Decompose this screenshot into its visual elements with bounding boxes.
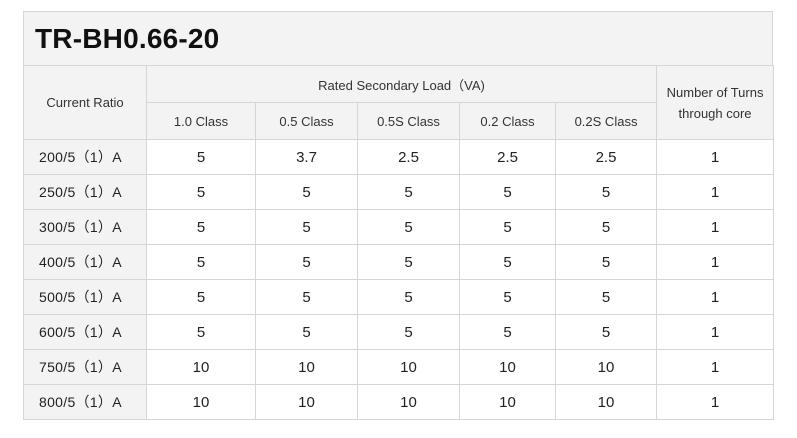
turns-cell: 1	[656, 279, 775, 315]
table-title: TR-BH0.66-20	[35, 22, 220, 54]
value-cell: 2.5	[554, 139, 658, 175]
table-body: 200/5（1）A 5 3.7 2.5 2.5 2.5 1 250/5（1）A …	[23, 139, 775, 420]
value-cell: 10	[554, 349, 658, 385]
value-cell: 5	[255, 279, 358, 315]
value-cell: 5	[459, 279, 556, 315]
value-cell: 10	[255, 384, 358, 420]
header-class: 1.0 Class	[146, 102, 256, 140]
header-class: 0.2S Class	[554, 102, 658, 140]
table-row: 500/5（1）A 5 5 5 5 5 1	[23, 279, 775, 315]
value-cell: 10	[255, 349, 358, 385]
value-cell: 5	[255, 244, 358, 280]
table-row: 800/5（1）A 10 10 10 10 10 1	[23, 384, 775, 420]
value-cell: 5	[146, 209, 256, 245]
value-cell: 5	[459, 314, 556, 350]
ratio-cell: 250/5（1）A	[23, 174, 147, 210]
value-cell: 10	[554, 384, 658, 420]
header-class: 0.5 Class	[255, 102, 358, 140]
value-cell: 2.5	[459, 139, 556, 175]
ratio-cell: 600/5（1）A	[23, 314, 147, 350]
value-cell: 10	[357, 349, 460, 385]
turns-cell: 1	[656, 314, 775, 350]
table-row: 300/5（1）A 5 5 5 5 5 1	[23, 209, 775, 245]
ratio-cell: 750/5（1）A	[23, 349, 147, 385]
table-row: 400/5（1）A 5 5 5 5 5 1	[23, 244, 775, 280]
value-cell: 5	[554, 174, 658, 210]
ratio-cell: 800/5（1）A	[23, 384, 147, 420]
value-cell: 5	[554, 244, 658, 280]
value-cell: 5	[146, 279, 256, 315]
spec-table-container: TR-BH0.66-20 Current Ratio Rated Seconda…	[23, 11, 775, 420]
header-turns: Number of Turns through core	[656, 65, 775, 140]
value-cell: 5	[146, 314, 256, 350]
header-rated-load: Rated Secondary Load（VA)	[145, 65, 658, 103]
value-cell: 5	[255, 174, 358, 210]
value-cell: 5	[357, 314, 460, 350]
table-row: 200/5（1）A 5 3.7 2.5 2.5 2.5 1	[23, 139, 775, 175]
value-cell: 10	[357, 384, 460, 420]
value-cell: 10	[146, 384, 256, 420]
value-cell: 5	[459, 174, 556, 210]
header-current-ratio: Current Ratio	[23, 65, 147, 140]
turns-cell: 1	[656, 209, 775, 245]
value-cell: 5	[146, 244, 256, 280]
value-cell: 5	[357, 209, 460, 245]
table-header: Current Ratio Rated Secondary Load（VA) N…	[23, 65, 775, 140]
value-cell: 5	[255, 314, 358, 350]
turns-cell: 1	[656, 384, 775, 420]
ratio-cell: 300/5（1）A	[23, 209, 147, 245]
turns-cell: 1	[656, 349, 775, 385]
turns-cell: 1	[656, 244, 775, 280]
ratio-cell: 500/5（1）A	[23, 279, 147, 315]
header-class: 0.2 Class	[459, 102, 556, 140]
value-cell: 10	[459, 349, 556, 385]
value-cell: 5	[357, 244, 460, 280]
ratio-cell: 200/5（1）A	[23, 139, 147, 175]
table-row: 250/5（1）A 5 5 5 5 5 1	[23, 174, 775, 210]
turns-cell: 1	[656, 174, 775, 210]
value-cell: 5	[459, 209, 556, 245]
table-row: 600/5（1）A 5 5 5 5 5 1	[23, 314, 775, 350]
value-cell: 2.5	[357, 139, 460, 175]
spec-table: Current Ratio Rated Secondary Load（VA) N…	[23, 65, 775, 420]
value-cell: 10	[459, 384, 556, 420]
ratio-cell: 400/5（1）A	[23, 244, 147, 280]
value-cell: 5	[255, 209, 358, 245]
value-cell: 10	[146, 349, 256, 385]
header-class: 0.5S Class	[357, 102, 460, 140]
value-cell: 5	[357, 174, 460, 210]
value-cell: 5	[554, 209, 658, 245]
table-title-bar: TR-BH0.66-20	[23, 11, 773, 65]
value-cell: 5	[459, 244, 556, 280]
table-row: 750/5（1）A 10 10 10 10 10 1	[23, 349, 775, 385]
value-cell: 3.7	[255, 139, 358, 175]
value-cell: 5	[146, 174, 256, 210]
value-cell: 5	[357, 279, 460, 315]
value-cell: 5	[554, 314, 658, 350]
turns-cell: 1	[656, 139, 775, 175]
value-cell: 5	[146, 139, 256, 175]
value-cell: 5	[554, 279, 658, 315]
